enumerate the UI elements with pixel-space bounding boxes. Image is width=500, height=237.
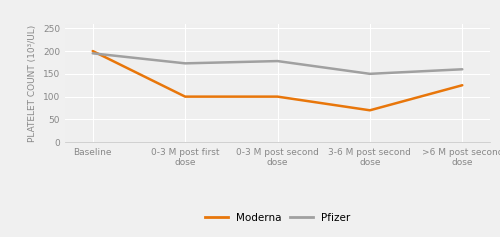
Moderna xyxy=(274,95,280,98)
Pfizer xyxy=(182,62,188,65)
Pfizer xyxy=(90,52,96,55)
Line: Pfizer: Pfizer xyxy=(92,53,462,74)
Moderna xyxy=(90,50,96,52)
Moderna xyxy=(460,84,466,87)
Pfizer xyxy=(367,73,373,75)
Line: Moderna: Moderna xyxy=(92,51,462,110)
Moderna xyxy=(367,109,373,112)
Pfizer xyxy=(460,68,466,71)
Moderna xyxy=(182,95,188,98)
Y-axis label: PLATELET COUNT (10³/UL): PLATELET COUNT (10³/UL) xyxy=(28,24,38,141)
Pfizer xyxy=(274,60,280,63)
Legend: Moderna, Pfizer: Moderna, Pfizer xyxy=(200,209,354,227)
